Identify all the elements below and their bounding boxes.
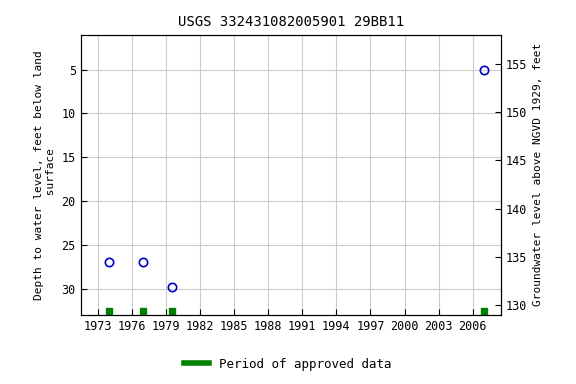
- Y-axis label: Groundwater level above NGVD 1929, feet: Groundwater level above NGVD 1929, feet: [533, 43, 543, 306]
- Title: USGS 332431082005901 29BB11: USGS 332431082005901 29BB11: [178, 15, 404, 29]
- Legend: Period of approved data: Period of approved data: [179, 353, 397, 376]
- Y-axis label: Depth to water level, feet below land
 surface: Depth to water level, feet below land su…: [35, 50, 56, 300]
